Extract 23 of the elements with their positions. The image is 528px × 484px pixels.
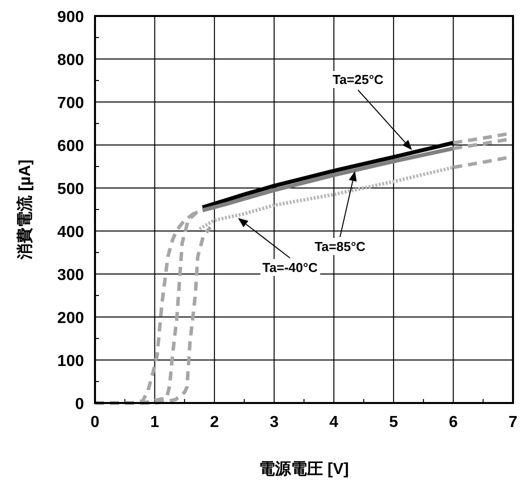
- annotation: Ta=25°C: [332, 72, 384, 87]
- x-tick-label: 5: [389, 414, 398, 431]
- x-axis-title: 電源電圧 [V]: [259, 460, 349, 478]
- x-tick-label: 6: [448, 414, 458, 431]
- y-tick-label: 200: [57, 310, 84, 327]
- y-tick-label: 900: [57, 9, 84, 26]
- y-tick-label: 700: [57, 95, 84, 112]
- y-tick-label: 400: [57, 224, 84, 241]
- y-tick-label: 800: [57, 52, 84, 69]
- y-tick-label: 500: [57, 181, 84, 198]
- y-tick-label: 0: [75, 396, 84, 413]
- x-tick-label: 2: [210, 414, 219, 431]
- x-tick-label: 4: [329, 414, 338, 431]
- y-tick-label: 300: [57, 267, 84, 284]
- x-tick-label: 0: [90, 414, 100, 431]
- annotation: Ta=-40°C: [262, 260, 318, 275]
- x-tick-label: 1: [150, 414, 160, 431]
- y-tick-label: 100: [57, 353, 84, 370]
- annotation: Ta=85°C: [314, 239, 366, 254]
- y-axis-title: 消費電流 [µA]: [15, 160, 34, 260]
- x-tick-label: 7: [508, 414, 518, 431]
- y-tick-label: 600: [57, 138, 84, 155]
- x-tick-label: 3: [270, 414, 279, 431]
